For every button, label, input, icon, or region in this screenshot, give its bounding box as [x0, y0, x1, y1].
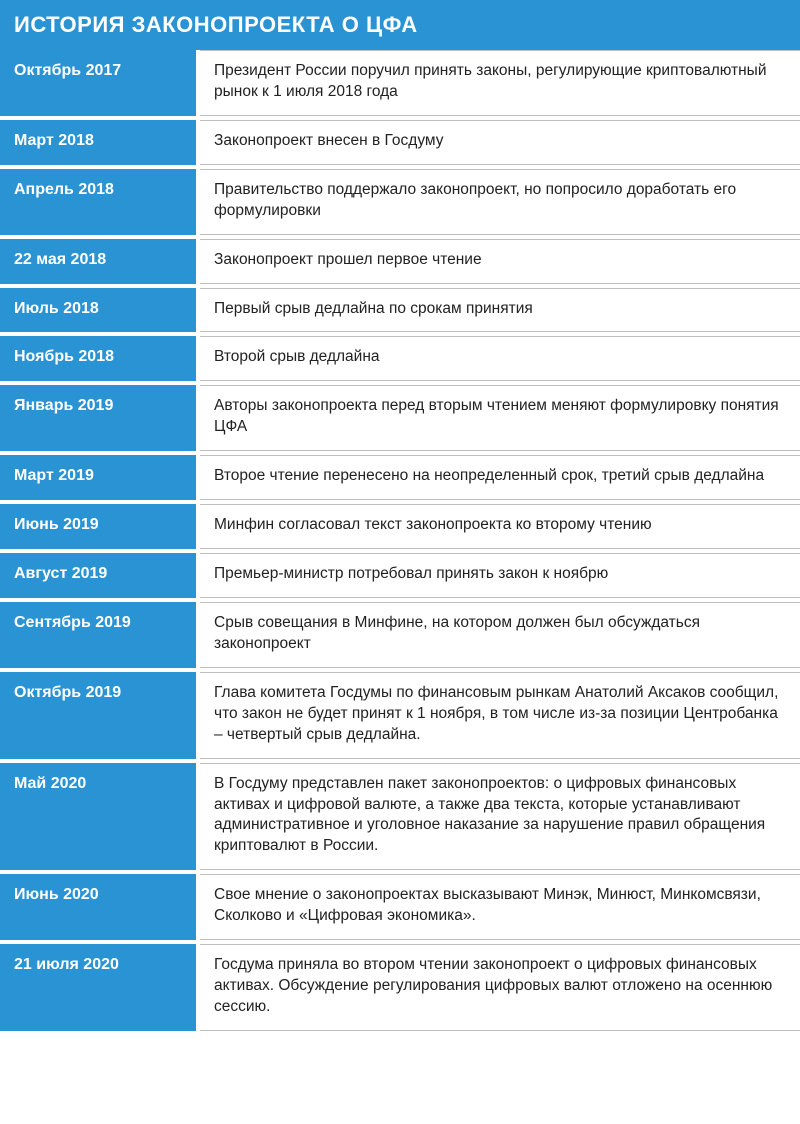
description-cell: Свое мнение о законопроектах высказывают… [200, 874, 800, 940]
table-row: 21 июля 2020Госдума приняла во втором чт… [0, 940, 800, 1031]
description-cell: Первый срыв дедлайна по срокам принятия [200, 288, 800, 333]
description-cell: Авторы законопроекта перед вторым чтение… [200, 385, 800, 451]
date-cell: Март 2019 [0, 455, 200, 500]
table-row: Октябрь 2017Президент России поручил при… [0, 50, 800, 116]
description-cell: Глава комитета Госдумы по финансовым рын… [200, 672, 800, 759]
description-cell: Правительство поддержало законопроект, н… [200, 169, 800, 235]
table-header: ИСТОРИЯ ЗАКОНОПРОЕКТА О ЦФА [0, 0, 800, 50]
table-row: Ноябрь 2018Второй срыв дедлайна [0, 332, 800, 381]
table-row: 22 мая 2018Законопроект прошел первое чт… [0, 235, 800, 284]
table-row: Июнь 2020Свое мнение о законопроектах вы… [0, 870, 800, 940]
date-cell: 22 мая 2018 [0, 239, 200, 284]
table-row: Сентябрь 2019Срыв совещания в Минфине, н… [0, 598, 800, 668]
description-cell: Президент России поручил принять законы,… [200, 50, 800, 116]
date-cell: Июль 2018 [0, 288, 200, 333]
table-row: Июль 2018Первый срыв дедлайна по срокам … [0, 284, 800, 333]
date-cell: Апрель 2018 [0, 169, 200, 235]
table-row: Октябрь 2019Глава комитета Госдумы по фи… [0, 668, 800, 759]
table-row: Апрель 2018Правительство поддержало зако… [0, 165, 800, 235]
header-title: ИСТОРИЯ ЗАКОНОПРОЕКТА О ЦФА [14, 12, 418, 37]
table-row: Июнь 2019Минфин согласовал текст законоп… [0, 500, 800, 549]
description-cell: Премьер-министр потребовал принять закон… [200, 553, 800, 598]
date-cell: Январь 2019 [0, 385, 200, 451]
description-cell: Второе чтение перенесено на неопределенн… [200, 455, 800, 500]
description-cell: Законопроект прошел первое чтение [200, 239, 800, 284]
table-body: Октябрь 2017Президент России поручил при… [0, 50, 800, 1031]
description-cell: Законопроект внесен в Госдуму [200, 120, 800, 165]
date-cell: Июнь 2020 [0, 874, 200, 940]
date-cell: 21 июля 2020 [0, 944, 200, 1031]
table-row: Август 2019Премьер-министр потребовал пр… [0, 549, 800, 598]
date-cell: Август 2019 [0, 553, 200, 598]
table-row: Январь 2019Авторы законопроекта перед вт… [0, 381, 800, 451]
description-cell: Минфин согласовал текст законопроекта ко… [200, 504, 800, 549]
date-cell: Октябрь 2019 [0, 672, 200, 759]
table-row: Март 2019Второе чтение перенесено на нео… [0, 451, 800, 500]
timeline-table: ИСТОРИЯ ЗАКОНОПРОЕКТА О ЦФА Октябрь 2017… [0, 0, 800, 1031]
description-cell: Срыв совещания в Минфине, на котором дол… [200, 602, 800, 668]
date-cell: Май 2020 [0, 763, 200, 871]
table-row: Май 2020В Госдуму представлен пакет зако… [0, 759, 800, 871]
date-cell: Октябрь 2017 [0, 50, 200, 116]
description-cell: Второй срыв дедлайна [200, 336, 800, 381]
date-cell: Сентябрь 2019 [0, 602, 200, 668]
date-cell: Июнь 2019 [0, 504, 200, 549]
description-cell: Госдума приняла во втором чтении законоп… [200, 944, 800, 1031]
date-cell: Март 2018 [0, 120, 200, 165]
description-cell: В Госдуму представлен пакет законопроект… [200, 763, 800, 871]
table-row: Март 2018Законопроект внесен в Госдуму [0, 116, 800, 165]
date-cell: Ноябрь 2018 [0, 336, 200, 381]
